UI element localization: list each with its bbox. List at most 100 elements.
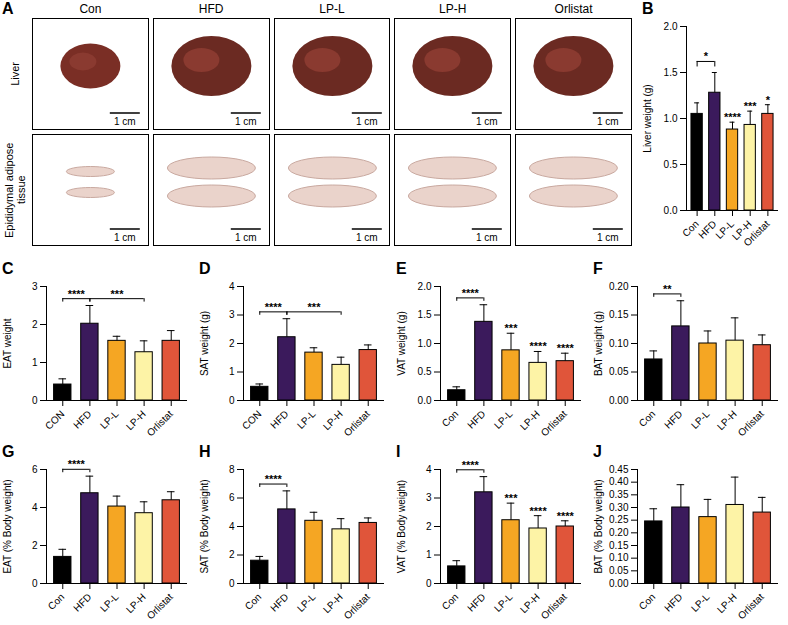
svg-text:0.15: 0.15 [609,540,629,551]
svg-text:BAT weight (g): BAT weight (g) [593,311,604,376]
svg-text:*: * [704,50,709,62]
svg-text:****: **** [557,342,575,354]
svg-text:4: 4 [229,521,235,532]
svg-text:1 cm: 1 cm [356,116,378,127]
svg-text:1: 1 [426,549,432,560]
svg-text:HFD: HFD [465,591,487,613]
svg-text:0: 0 [32,578,38,589]
svg-text:0.5: 0.5 [664,159,678,170]
svg-text:0.40: 0.40 [609,476,629,487]
svg-text:HFD: HFD [696,218,718,240]
svg-text:VAT (% Body weight): VAT (% Body weight) [396,480,407,573]
svg-text:2: 2 [229,549,235,560]
svg-text:LP-H: LP-H [124,408,148,432]
svg-text:Liver weight (g): Liver weight (g) [642,84,653,152]
svg-text:0.10: 0.10 [609,552,629,563]
svg-text:Orlistat: Orlistat [736,591,766,621]
svg-text:Con: Con [46,591,67,612]
svg-text:****: **** [462,459,480,471]
svg-text:LP-H: LP-H [321,591,345,615]
svg-text:1.5: 1.5 [664,67,678,78]
svg-text:0.25: 0.25 [609,514,629,525]
svg-text:0.0: 0.0 [664,205,678,216]
svg-text:3: 3 [426,492,432,503]
svg-text:****: **** [68,458,86,470]
svg-text:LP-H: LP-H [715,591,739,615]
svg-text:0.5: 0.5 [418,366,432,377]
svg-text:0.10: 0.10 [609,338,629,349]
svg-text:0: 0 [229,395,235,406]
svg-text:SAT (% Body weight): SAT (% Body weight) [199,479,210,573]
svg-text:Orlistat: Orlistat [539,408,569,438]
svg-text:LP-H: LP-H [321,408,345,432]
svg-text:Con: Con [637,408,658,429]
svg-text:0: 0 [32,395,38,406]
svg-text:Con: Con [440,591,461,612]
svg-text:Orlistat: Orlistat [145,408,175,438]
svg-text:1 cm: 1 cm [356,232,378,243]
svg-text:HFD: HFD [465,408,487,430]
svg-text:HFD: HFD [662,408,684,430]
svg-text:1.0: 1.0 [664,113,678,124]
svg-text:Con: Con [440,408,461,429]
svg-text:1 cm: 1 cm [476,116,498,127]
svg-text:****: **** [68,288,86,300]
svg-text:8: 8 [229,464,235,475]
svg-text:4: 4 [426,464,432,475]
svg-text:0.0: 0.0 [418,395,432,406]
svg-text:Con: Con [680,218,701,239]
svg-text:0: 0 [426,578,432,589]
svg-text:***: *** [505,492,519,504]
svg-text:***: *** [505,322,519,334]
svg-text:HFD: HFD [71,591,93,613]
svg-text:0.20: 0.20 [609,527,629,538]
svg-text:3: 3 [32,281,38,292]
svg-text:LP-L: LP-L [492,591,515,614]
svg-text:Orlistat: Orlistat [342,408,372,438]
svg-text:Orlistat: Orlistat [342,591,372,621]
svg-text:4: 4 [229,281,235,292]
svg-text:6: 6 [229,492,235,503]
svg-text:**: ** [663,283,672,295]
svg-text:1 cm: 1 cm [114,232,136,243]
svg-text:LP-H: LP-H [518,408,542,432]
svg-text:0: 0 [229,578,235,589]
svg-text:****: **** [462,287,480,299]
svg-text:6: 6 [32,464,38,475]
svg-text:1 cm: 1 cm [597,232,619,243]
svg-text:1 cm: 1 cm [235,232,257,243]
svg-text:LP-L: LP-L [98,408,121,431]
svg-text:HFD: HFD [268,408,290,430]
svg-text:***: *** [111,288,125,300]
svg-text:0.05: 0.05 [609,565,629,576]
svg-text:CON: CON [240,408,264,432]
svg-text:BAT (% Body weight): BAT (% Body weight) [593,479,604,573]
svg-text:2.0: 2.0 [664,21,678,32]
svg-text:0.35: 0.35 [609,489,629,500]
svg-text:4: 4 [32,502,38,513]
svg-text:HFD: HFD [71,408,93,430]
svg-text:SAT weight (g): SAT weight (g) [199,311,210,376]
svg-text:0.15: 0.15 [609,309,629,320]
svg-text:0.05: 0.05 [609,366,629,377]
svg-text:****: **** [557,510,575,522]
svg-text:2: 2 [426,521,432,532]
svg-text:EAT weight: EAT weight [2,318,13,368]
svg-text:Orlistat: Orlistat [736,408,766,438]
svg-text:LP-H: LP-H [518,591,542,615]
svg-text:1.0: 1.0 [418,338,432,349]
svg-text:EAT (% Body weight): EAT (% Body weight) [2,479,13,573]
svg-text:Orlistat: Orlistat [741,218,771,248]
svg-text:****: **** [265,473,283,485]
svg-text:***: *** [744,100,758,112]
svg-text:Orlistat: Orlistat [539,591,569,621]
svg-text:1 cm: 1 cm [235,116,257,127]
svg-text:***: *** [308,301,322,313]
svg-text:1 cm: 1 cm [476,232,498,243]
svg-text:LP-L: LP-L [689,408,712,431]
svg-text:0.30: 0.30 [609,502,629,513]
svg-text:1 cm: 1 cm [114,116,136,127]
svg-text:2.0: 2.0 [418,281,432,292]
svg-text:*: * [766,94,771,106]
svg-text:0.20: 0.20 [609,281,629,292]
